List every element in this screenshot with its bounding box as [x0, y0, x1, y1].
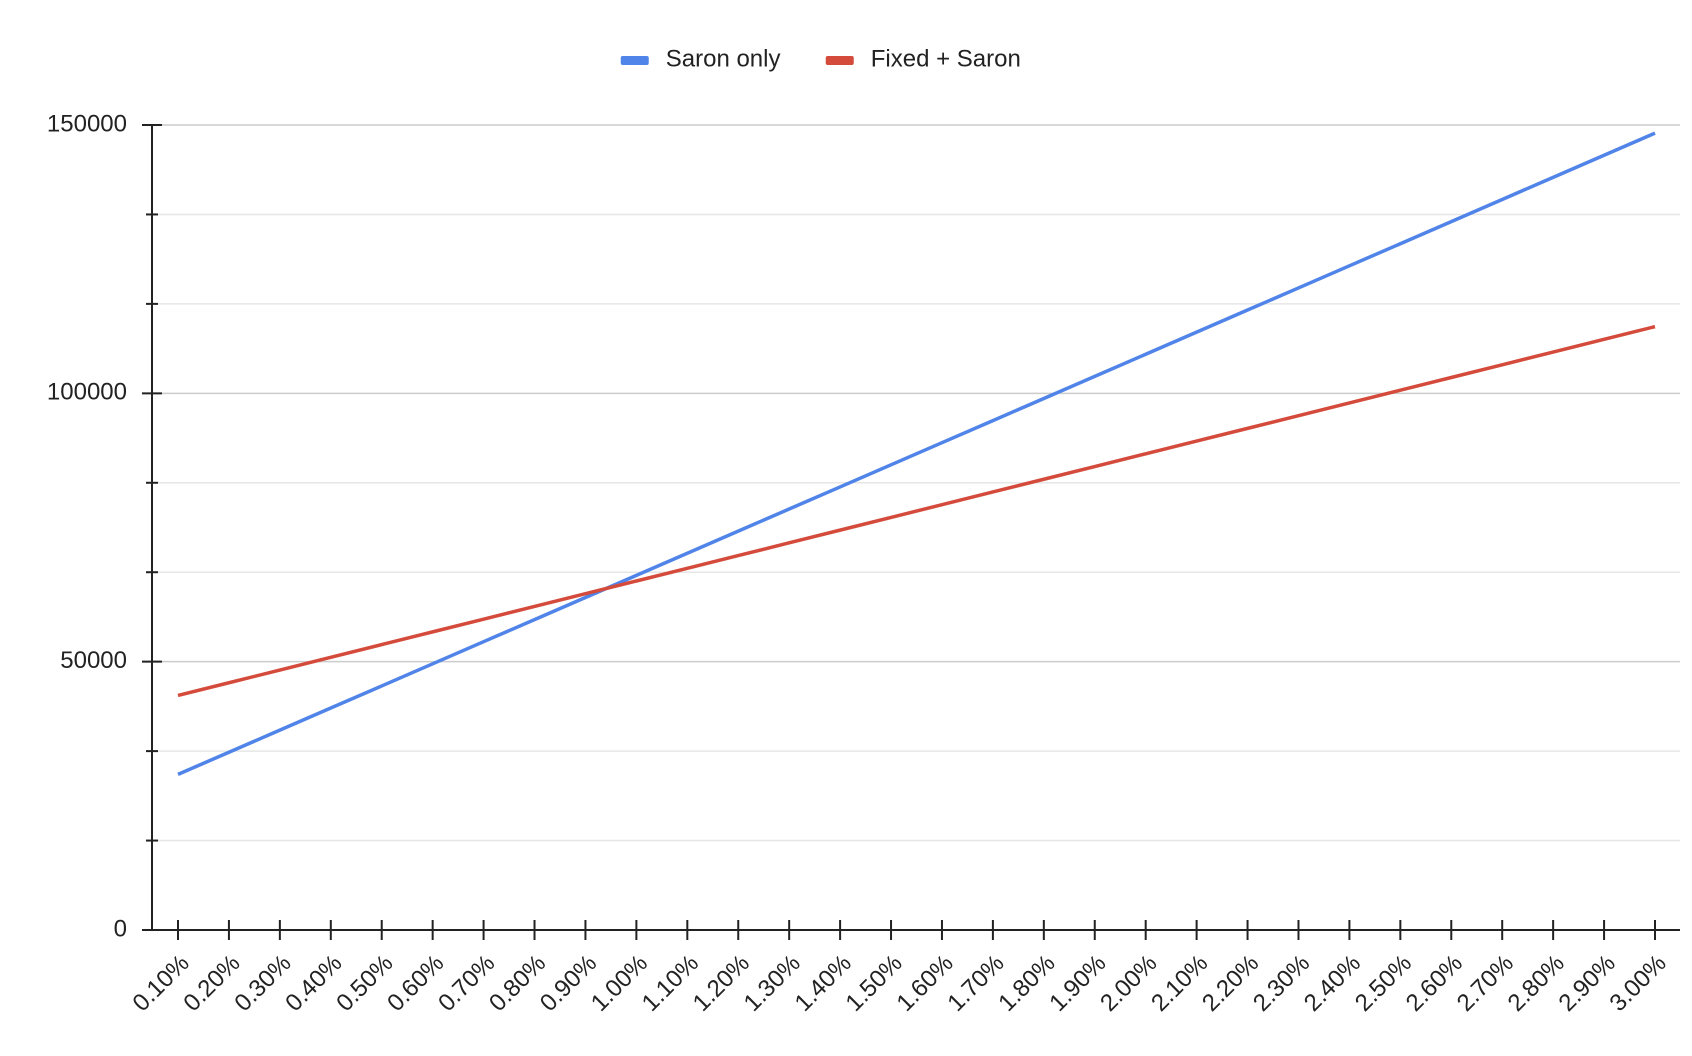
x-tick-label: 2.50%: [1350, 950, 1417, 1017]
x-tick-label: 2.40%: [1299, 950, 1366, 1017]
x-tick-label: 0.40%: [280, 950, 347, 1017]
x-tick-label: 1.60%: [891, 950, 958, 1017]
x-tick-label: 0.10%: [128, 950, 195, 1017]
x-tick-label: 1.50%: [841, 950, 908, 1017]
x-tick-label: 2.20%: [1197, 950, 1264, 1017]
x-tick-label: 2.70%: [1452, 950, 1519, 1017]
series-line: [177, 131, 1656, 776]
x-tick-label: 1.70%: [942, 950, 1009, 1017]
legend-label: Saron only: [666, 45, 781, 72]
x-tick-label: 1.90%: [1044, 950, 1111, 1017]
x-tick-label: 0.50%: [331, 950, 398, 1017]
legend-swatch: [620, 56, 649, 65]
legend-label: Fixed + Saron: [871, 45, 1021, 72]
series-line: [177, 324, 1656, 698]
x-tick-label: 2.90%: [1554, 950, 1621, 1017]
x-tick-label: 1.40%: [790, 950, 857, 1017]
x-tick-label: 2.60%: [1401, 950, 1468, 1017]
legend-swatch: [825, 56, 854, 65]
x-tick-label: 2.30%: [1248, 950, 1315, 1017]
x-tick-label: 1.20%: [688, 950, 755, 1017]
x-tick-label: 1.80%: [993, 950, 1060, 1017]
x-tick-label: 2.00%: [1095, 950, 1162, 1017]
y-tick-label: 0: [114, 915, 127, 942]
x-tick-label: 0.90%: [535, 950, 602, 1017]
x-tick-label: 1.10%: [637, 950, 704, 1017]
x-tick-label: 2.10%: [1146, 950, 1213, 1017]
x-tick-label: 0.70%: [433, 950, 500, 1017]
x-tick-label: 0.20%: [178, 950, 245, 1017]
x-tick-label: 0.30%: [229, 950, 296, 1017]
x-tick-label: 0.60%: [382, 950, 449, 1017]
x-tick-label: 3.00%: [1605, 950, 1672, 1017]
x-tick-label: 1.00%: [586, 950, 653, 1017]
x-tick-label: 1.30%: [739, 950, 806, 1017]
y-tick-label: 50000: [60, 647, 127, 674]
x-tick-label: 0.80%: [484, 950, 551, 1017]
y-tick-label: 150000: [47, 110, 127, 137]
y-tick-label: 100000: [47, 379, 127, 406]
x-tick-label: 2.80%: [1503, 950, 1570, 1017]
